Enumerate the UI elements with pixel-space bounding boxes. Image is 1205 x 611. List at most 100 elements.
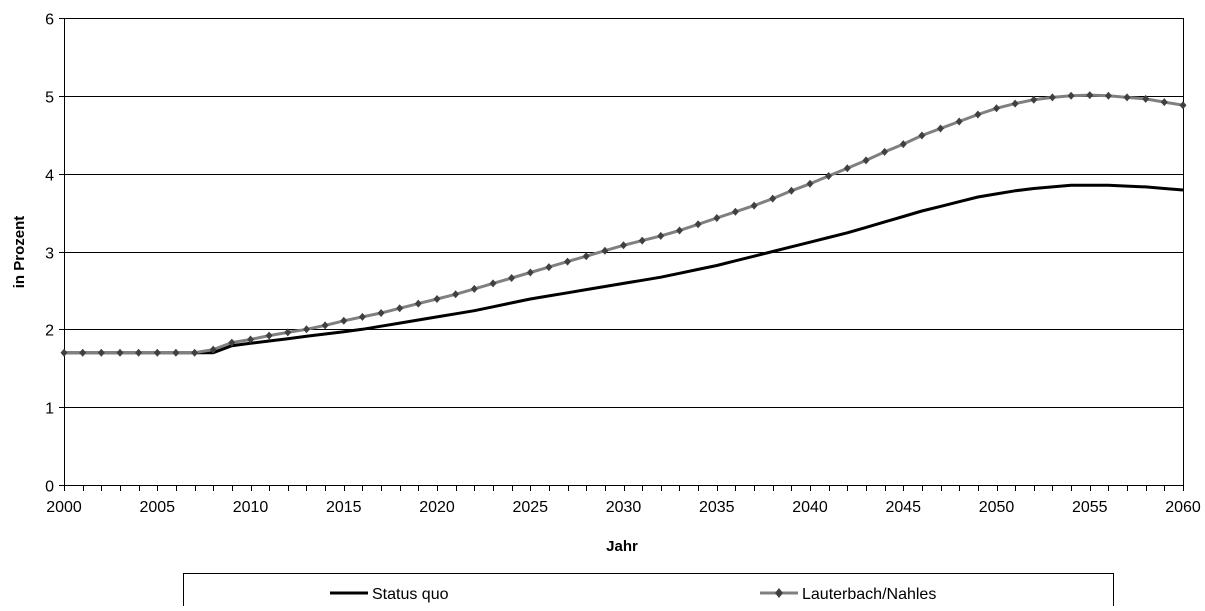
x-tick-label-2035: 2035 bbox=[699, 499, 735, 516]
data-point-lauterbach-nahles-2005 bbox=[153, 348, 161, 357]
data-point-lauterbach-nahles-2010 bbox=[247, 335, 254, 344]
data-point-lauterbach-nahles-2007 bbox=[191, 348, 199, 357]
data-point-lauterbach-nahles-2015 bbox=[340, 316, 348, 325]
data-point-lauterbach-nahles-2046 bbox=[918, 131, 926, 140]
data-point-lauterbach-nahles-2030 bbox=[620, 241, 627, 250]
data-point-lauterbach-nahles-2004 bbox=[135, 348, 143, 357]
data-point-lauterbach-nahles-2044 bbox=[881, 147, 889, 156]
data-point-lauterbach-nahles-2008 bbox=[209, 345, 217, 354]
data-point-lauterbach-nahles-2043 bbox=[862, 156, 870, 165]
data-point-lauterbach-nahles-2021 bbox=[452, 290, 460, 299]
data-point-lauterbach-nahles-2048 bbox=[955, 117, 963, 126]
x-tick-label-2005: 2005 bbox=[139, 499, 175, 516]
x-tick-label-2025: 2025 bbox=[512, 499, 548, 516]
data-point-lauterbach-nahles-2049 bbox=[974, 110, 982, 119]
data-point-lauterbach-nahles-2057 bbox=[1123, 93, 1131, 102]
y-tick-label-2: 2 bbox=[45, 323, 54, 340]
data-point-lauterbach-nahles-2014 bbox=[321, 321, 329, 330]
data-point-lauterbach-nahles-2052 bbox=[1030, 95, 1038, 104]
data-point-lauterbach-nahles-2039 bbox=[787, 186, 795, 195]
x-tick-labels: 2000 2005 2010 2015 2020 2025 2030 2035 2040 2045… bbox=[46, 499, 1201, 516]
data-point-lauterbach-nahles-2045 bbox=[899, 140, 907, 149]
y-tick-label-5: 5 bbox=[45, 90, 54, 107]
data-point-lauterbach-nahles-2032 bbox=[657, 231, 665, 240]
x-tick-label-2040: 2040 bbox=[792, 499, 828, 516]
data-point-lauterbach-nahles-2016 bbox=[358, 312, 366, 321]
y-tick-label-1: 1 bbox=[45, 401, 54, 418]
data-point-lauterbach-nahles-2029 bbox=[601, 246, 609, 255]
data-point-lauterbach-nahles-2034 bbox=[694, 220, 702, 229]
data-point-lauterbach-nahles-2018 bbox=[396, 304, 404, 313]
data-point-lauterbach-nahles-2019 bbox=[414, 299, 422, 308]
data-point-lauterbach-nahles-2036 bbox=[731, 207, 739, 216]
series-markers bbox=[60, 91, 1187, 357]
gridlines bbox=[64, 18, 1183, 408]
data-point-lauterbach-nahles-2055 bbox=[1086, 91, 1094, 100]
legend-marker-diamond bbox=[775, 588, 783, 598]
data-point-lauterbach-nahles-2051 bbox=[1011, 99, 1019, 108]
axes bbox=[59, 18, 1184, 491]
data-point-lauterbach-nahles-2026 bbox=[545, 263, 553, 272]
data-point-lauterbach-nahles-2054 bbox=[1067, 91, 1075, 100]
legend: Status quo Lauterbach/Nahles bbox=[183, 573, 1114, 611]
data-point-lauterbach-nahles-2013 bbox=[303, 325, 310, 334]
data-point-lauterbach-nahles-2009 bbox=[228, 338, 236, 347]
data-point-lauterbach-nahles-2040 bbox=[806, 179, 814, 188]
data-point-lauterbach-nahles-2023 bbox=[489, 279, 497, 288]
series-line-status-quo bbox=[64, 183, 1184, 355]
x-tick-label-2055: 2055 bbox=[1072, 499, 1108, 516]
data-point-lauterbach-nahles-2047 bbox=[937, 124, 944, 133]
legend-item-status-quo: Status quo bbox=[330, 586, 449, 603]
y-tick-label-4: 4 bbox=[45, 168, 54, 185]
legend-label-lauterbach-nahles: Lauterbach/Nahles bbox=[802, 586, 936, 603]
legend-box bbox=[183, 573, 1114, 611]
data-point-lauterbach-nahles-2024 bbox=[508, 274, 516, 282]
data-point-lauterbach-nahles-2022 bbox=[470, 284, 478, 293]
data-point-lauterbach-nahles-2003 bbox=[116, 348, 124, 357]
x-tick-label-2045: 2045 bbox=[885, 499, 921, 516]
y-tick-label-0: 0 bbox=[45, 479, 54, 496]
x-tick-label-2015: 2015 bbox=[326, 499, 362, 516]
data-point-lauterbach-nahles-2011 bbox=[265, 331, 273, 340]
data-point-lauterbach-nahles-2041 bbox=[825, 172, 833, 180]
y-axis-title: in Prozent bbox=[11, 216, 28, 289]
data-point-lauterbach-nahles-2038 bbox=[769, 194, 777, 203]
x-axis-title: Jahr bbox=[606, 538, 638, 555]
data-point-lauterbach-nahles-2002 bbox=[97, 348, 105, 357]
x-tick-label-2030: 2030 bbox=[606, 499, 642, 516]
x-tick-label-2060: 2060 bbox=[1165, 499, 1201, 516]
data-point-lauterbach-nahles-2037 bbox=[750, 201, 758, 210]
data-point-lauterbach-nahles-2028 bbox=[582, 252, 590, 261]
y-tick-label-3: 3 bbox=[45, 246, 54, 263]
data-point-lauterbach-nahles-2060 bbox=[1179, 101, 1187, 110]
data-point-lauterbach-nahles-2017 bbox=[377, 309, 385, 317]
data-point-lauterbach-nahles-2001 bbox=[79, 348, 87, 357]
data-point-lauterbach-nahles-2059 bbox=[1160, 98, 1168, 107]
data-point-lauterbach-nahles-2020 bbox=[433, 295, 441, 303]
series-lines bbox=[64, 93, 1184, 355]
data-point-lauterbach-nahles-2025 bbox=[526, 268, 534, 277]
data-point-lauterbach-nahles-2012 bbox=[284, 328, 292, 337]
x-tick-label-2050: 2050 bbox=[979, 499, 1015, 516]
data-point-lauterbach-nahles-2031 bbox=[638, 236, 646, 245]
data-point-lauterbach-nahles-2053 bbox=[1048, 93, 1056, 102]
x-tick-label-2020: 2020 bbox=[419, 499, 455, 516]
data-point-lauterbach-nahles-2000 bbox=[60, 348, 68, 357]
legend-item-lauterbach-nahles: Lauterbach/Nahles bbox=[760, 586, 936, 603]
y-tick-label-6: 6 bbox=[45, 12, 54, 29]
data-point-lauterbach-nahles-2033 bbox=[676, 226, 683, 235]
data-point-lauterbach-nahles-2006 bbox=[172, 348, 180, 357]
data-point-lauterbach-nahles-2027 bbox=[564, 257, 571, 266]
series-line-lauterbach-nahles bbox=[64, 93, 1184, 355]
legend-label-status-quo: Status quo bbox=[372, 586, 449, 603]
data-point-lauterbach-nahles-2035 bbox=[713, 214, 721, 222]
data-point-lauterbach-nahles-2042 bbox=[843, 164, 851, 173]
data-point-lauterbach-nahles-2050 bbox=[993, 104, 1000, 113]
x-tick-label-2000: 2000 bbox=[46, 499, 82, 516]
data-point-lauterbach-nahles-2056 bbox=[1104, 91, 1112, 100]
data-point-lauterbach-nahles-2058 bbox=[1142, 94, 1150, 103]
x-tick-label-2010: 2010 bbox=[233, 499, 269, 516]
y-tick-labels: 0 1 2 3 4 5 6 bbox=[45, 12, 54, 496]
